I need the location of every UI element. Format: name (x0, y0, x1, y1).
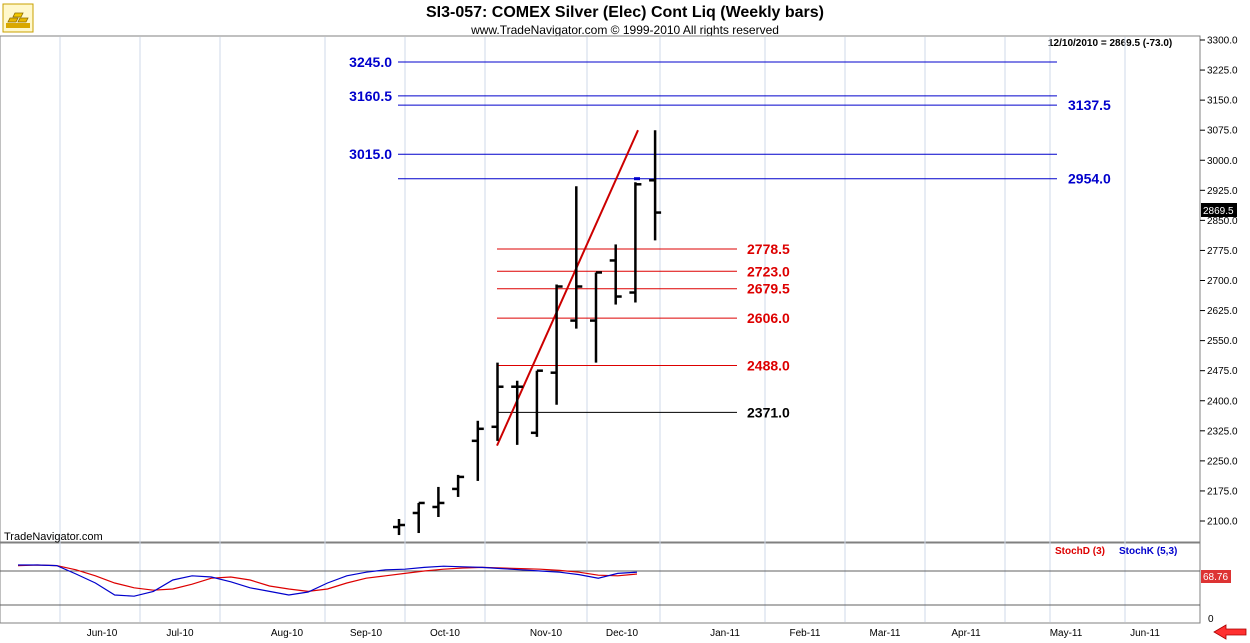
price-tick-label: 2100.0 (1207, 517, 1238, 528)
month-label: Apr-11 (951, 628, 981, 639)
stochk-line (18, 564, 638, 597)
price-tick-label: 2700.0 (1207, 276, 1238, 287)
red-trendline (496, 129, 639, 447)
price-tick-label: 2925.0 (1207, 186, 1238, 197)
price-tick-label: 2475.0 (1207, 366, 1238, 377)
month-label: Feb-11 (790, 628, 821, 639)
indicator-last-value: 68.76 (1203, 572, 1228, 583)
level-label: 3245.0 (349, 54, 392, 70)
level-label: 2606.0 (747, 310, 790, 326)
level-label: 2954.0 (1068, 171, 1111, 187)
price-tick-label: 3150.0 (1207, 96, 1238, 107)
chart-title: SI3-057: COMEX Silver (Elec) Cont Liq (W… (426, 4, 824, 21)
month-axis: Jun-10 Jul-10 Aug-10 Sep-10 Oct-10 Nov-10 Dec-… (87, 628, 1161, 639)
price-tick-label: 2850.0 (1207, 216, 1238, 227)
month-label: Dec-10 (606, 628, 639, 639)
month-label: Oct-10 (430, 628, 460, 639)
price-axis-ticks: 3300.0 3225.0 3150.0 3075.0 3000.0 2925.0 2850… (1200, 36, 1238, 528)
copyright-subtitle: www.TradeNavigator.com © 1999-2010 All r… (470, 23, 779, 37)
last-price-label: 2869.5 (1203, 206, 1234, 217)
level-label: 2723.0 (747, 263, 790, 279)
level-label: 3015.0 (349, 146, 392, 162)
legend-stochd: StochD (3) (1055, 546, 1105, 557)
price-tick-label: 3300.0 (1207, 36, 1238, 47)
month-label: Jun-10 (87, 628, 118, 639)
month-gridlines (59, 37, 1126, 622)
price-tick-label: 2550.0 (1207, 336, 1238, 347)
level-label: 2488.0 (747, 357, 790, 373)
price-tick-label: 3225.0 (1207, 66, 1238, 77)
price-tick-label: 2625.0 (1207, 306, 1238, 317)
month-label: Jan-11 (710, 628, 740, 639)
stochastic-panel (0, 564, 1200, 606)
level-label: 2778.5 (747, 241, 790, 257)
price-tick-label: 3000.0 (1207, 156, 1238, 167)
level-label: 2679.5 (747, 281, 790, 297)
legend-stochk: StochK (5,3) (1119, 546, 1177, 557)
scroll-left-arrow-icon[interactable] (1212, 624, 1248, 640)
price-tick-label: 2400.0 (1207, 396, 1238, 407)
gold-bars-logo-icon (2, 3, 34, 33)
month-label: Aug-10 (271, 628, 304, 639)
level-label: 2371.0 (747, 404, 790, 420)
price-tick-label: 3075.0 (1207, 126, 1238, 137)
price-tick-label: 2325.0 (1207, 426, 1238, 437)
level-label: 3160.5 (349, 88, 392, 104)
price-bars (393, 130, 662, 536)
indicator-zero-label: 0 (1208, 614, 1214, 625)
level-label: 3137.5 (1068, 97, 1111, 113)
month-label: Jun-11 (1130, 628, 1160, 639)
month-label: Nov-10 (530, 628, 563, 639)
month-label: Mar-11 (870, 628, 901, 639)
price-readout: 12/10/2010 = 2869.5 (-73.0) (1048, 38, 1172, 49)
trendline-layer (496, 129, 640, 447)
last-price-marker (1201, 203, 1237, 217)
indicator-last-marker (1201, 570, 1231, 583)
stochd-line (17, 564, 638, 593)
price-levels: 3245.0 3160.5 3137.5 3015.0 2954.0 2778.5 2723… (349, 54, 1111, 420)
price-tick-label: 2175.0 (1207, 486, 1238, 497)
indicator-panel-frame (0, 542, 1201, 624)
price-tick-label: 2250.0 (1207, 456, 1238, 467)
month-label: Sep-10 (350, 628, 383, 639)
price-tick-label: 2775.0 (1207, 246, 1238, 257)
watermark-text: TradeNavigator.com (4, 531, 103, 543)
month-label: May-11 (1050, 628, 1083, 639)
month-label: Jul-10 (166, 628, 194, 639)
